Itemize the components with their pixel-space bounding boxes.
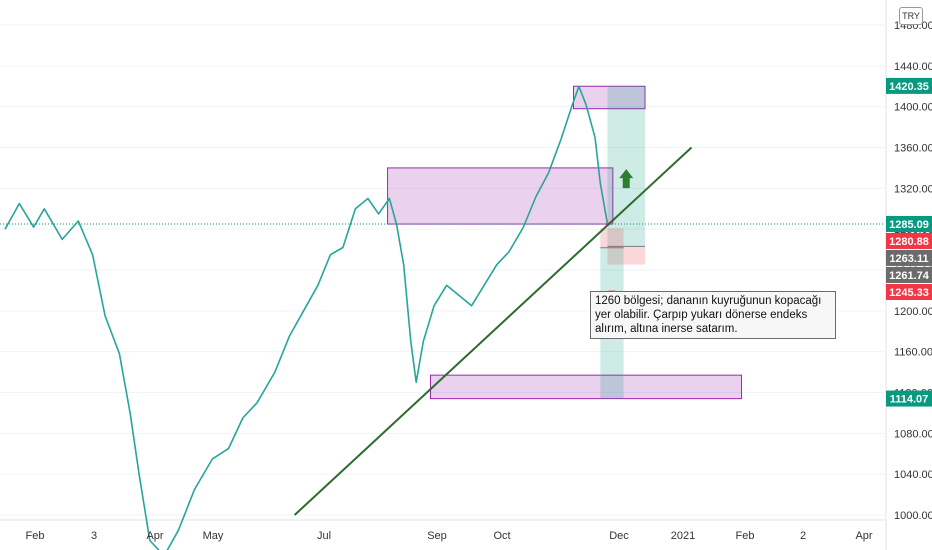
grid <box>0 0 887 550</box>
up-arrow <box>619 169 634 189</box>
x-tick-label: 2021 <box>671 530 695 542</box>
y-tick-label: 1160.00 <box>894 347 932 359</box>
x-tick-label: Feb <box>736 530 755 542</box>
long-position-target <box>607 85 646 247</box>
y-tick-label: 1000.00 <box>894 510 932 522</box>
zone-middle <box>387 167 614 225</box>
price-tag-label: 1245.33 <box>889 287 929 299</box>
x-tick-label: 3 <box>91 530 97 542</box>
y-tick-label: 1360.00 <box>894 143 932 155</box>
y-tick-label: 1400.00 <box>894 102 932 114</box>
price-tags: 1420.35 1285.09 1280.88 1263.11 1261.74 1245.… <box>886 77 932 407</box>
price-tag <box>886 266 932 283</box>
x-tick-label: Sep <box>427 530 447 542</box>
y-tick-label: 1320.00 <box>894 183 932 195</box>
zone-top <box>573 85 646 110</box>
y-tick-label: 1040.00 <box>894 469 932 481</box>
y-tick-label: 1200.00 <box>894 306 932 318</box>
x-tick-label: Apr <box>146 530 163 542</box>
price-tag-label: 1114.07 <box>890 394 929 406</box>
y-axis: 1000.001040.001080.001120.001160.001200.… <box>894 20 932 522</box>
price-tag <box>886 232 932 249</box>
price-tag-label: 1420.35 <box>889 81 929 93</box>
x-tick-label: Feb <box>26 530 45 542</box>
short-position-stop <box>600 228 624 248</box>
long-position-stop <box>607 246 646 265</box>
trendline <box>293 146 693 516</box>
price-tag-label: 1285.09 <box>889 219 929 231</box>
x-tick-label: Oct <box>493 530 510 542</box>
y-tick-label: 1080.00 <box>894 428 932 440</box>
x-axis: Feb 3 Apr May Jul Sep Oct Dec 2021 Feb 2 Apr <box>26 530 873 542</box>
trendline-segment <box>293 146 693 516</box>
x-tick-label: May <box>203 530 224 542</box>
price-tag <box>886 390 932 407</box>
price-tag-label: 1263.11 <box>889 253 928 265</box>
annotation-note: 1260 bölgesi; dananın kuyruğunun kopacağ… <box>590 291 836 339</box>
x-tick-label: Jul <box>317 530 331 542</box>
price-tag <box>886 283 932 300</box>
price-line <box>4 85 609 550</box>
price-tag <box>886 249 932 266</box>
zone-bottom <box>429 374 743 400</box>
y-tick-label: 1440.00 <box>894 61 932 73</box>
x-tick-label: 2 <box>800 530 806 542</box>
currency-badge[interactable]: TRY <box>899 7 923 25</box>
price-tag <box>886 215 932 232</box>
price-tag-label: 1280.88 <box>889 236 929 248</box>
zones <box>387 85 743 400</box>
price-tag-label: 1261.74 <box>889 270 930 282</box>
x-tick-label: Apr <box>855 530 872 542</box>
price-tag <box>886 77 932 94</box>
x-tick-label: Dec <box>609 530 629 542</box>
